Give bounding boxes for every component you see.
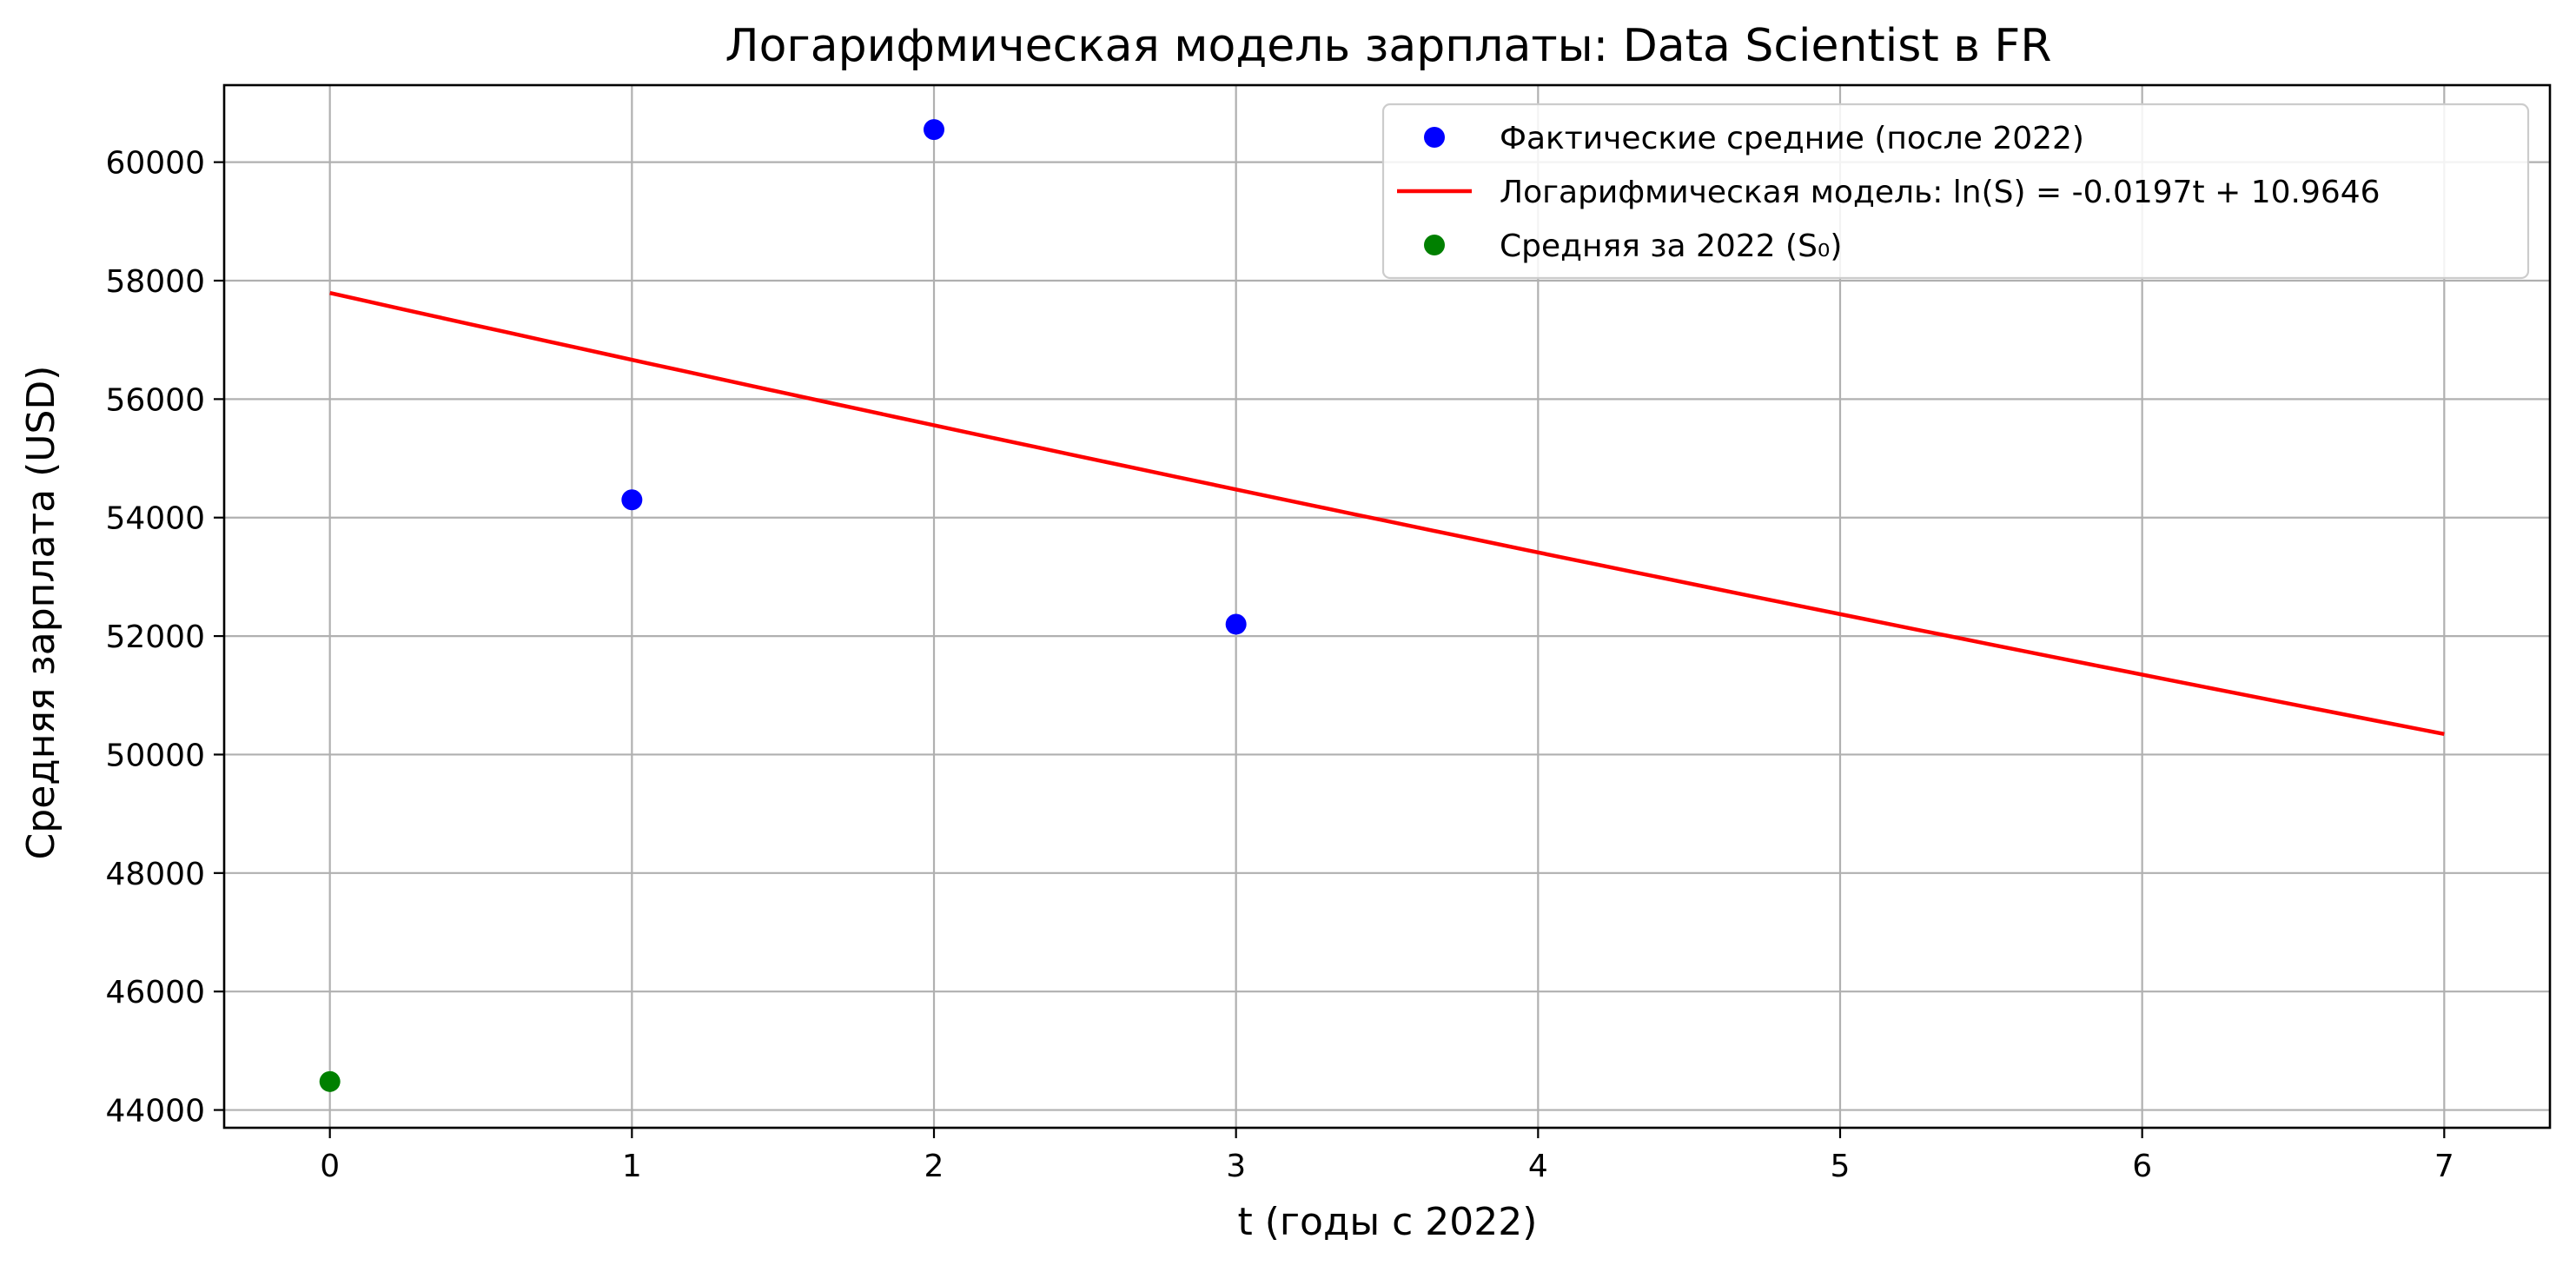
x-tick-label: 1 bbox=[622, 1149, 642, 1184]
data-point bbox=[1225, 613, 1247, 635]
y-tick-label: 58000 bbox=[105, 264, 205, 300]
x-tick-label: 6 bbox=[2132, 1149, 2152, 1184]
model-line-series bbox=[329, 291, 2445, 737]
data-point bbox=[924, 119, 945, 141]
legend-entry-label: Логарифмическая модель: ln(S) = -0.0197t… bbox=[1500, 175, 2381, 210]
y-tick-label: 44000 bbox=[105, 1094, 205, 1130]
y-axis-ticks: 44000 46000 48000 50000 52000 54000 56000 58000… bbox=[105, 146, 224, 1130]
y-tick-label: 52000 bbox=[105, 619, 205, 655]
x-tick-label: 7 bbox=[2434, 1149, 2454, 1184]
y-tick-label: 60000 bbox=[105, 146, 205, 182]
data-point bbox=[319, 1070, 341, 1092]
model-line bbox=[329, 291, 2445, 737]
data-point bbox=[621, 489, 643, 511]
y-tick-label: 46000 bbox=[105, 975, 205, 1010]
x-tick-label: 2 bbox=[924, 1149, 944, 1184]
x-tick-label: 5 bbox=[1831, 1149, 1851, 1184]
chart-title: Логарифмическая модель зарплаты: Data Sc… bbox=[725, 20, 2052, 72]
legend-entry-label: Средняя за 2022 (S₀) bbox=[1500, 229, 1842, 264]
y-tick-label: 56000 bbox=[105, 382, 205, 418]
legend: Фактические средние (после 2022) Логарифм… bbox=[1381, 103, 2530, 280]
legend-box bbox=[1381, 103, 2530, 280]
legend-point-marker bbox=[1424, 235, 1445, 255]
y-axis-label: Средняя зарплата (USD) bbox=[19, 366, 63, 860]
y-tick-label: 50000 bbox=[105, 738, 205, 773]
legend-entry-label: Фактические средние (после 2022) bbox=[1500, 121, 2084, 156]
x-tick-label: 4 bbox=[1528, 1149, 1548, 1184]
x-axis-label: t (годы с 2022) bbox=[1238, 1200, 1538, 1244]
x-axis-ticks: 0 1 2 3 4 5 6 7 bbox=[320, 1128, 2454, 1184]
y-tick-label: 48000 bbox=[105, 857, 205, 892]
points-series bbox=[319, 119, 1247, 1092]
x-tick-label: 3 bbox=[1226, 1149, 1246, 1184]
x-tick-label: 0 bbox=[320, 1149, 340, 1184]
y-tick-label: 54000 bbox=[105, 501, 205, 537]
plot-area-frame bbox=[222, 83, 2552, 1130]
legend-point-marker bbox=[1424, 127, 1445, 148]
